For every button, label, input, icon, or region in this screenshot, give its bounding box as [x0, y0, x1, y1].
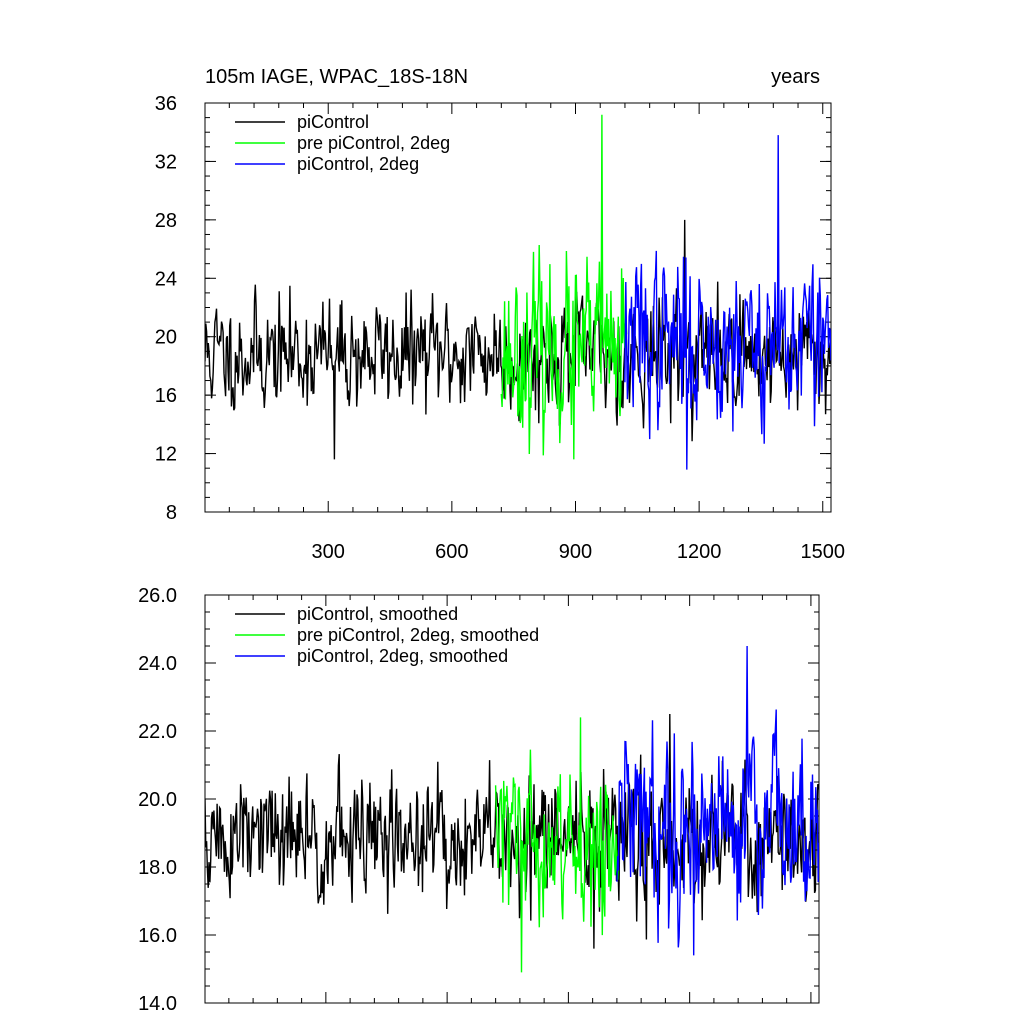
- series-line-0: [205, 713, 819, 949]
- panel-bottom: 14.0 16.0 18.0 20.0 22.0 24.0 26.0 piControl, s…: [138, 585, 820, 1015]
- y-tick-label: 18.0: [138, 857, 177, 879]
- legend-label: pre piControl, 2deg: [297, 133, 450, 153]
- y-tick-label: 22.0: [138, 721, 177, 743]
- x-tick-label: 1500: [801, 541, 846, 563]
- chart-title: 105m IAGE, WPAC_18S-18N: [205, 66, 468, 88]
- legend-label: piControl: [297, 112, 369, 132]
- y-tick-label: 14.0: [138, 993, 177, 1015]
- units-label: years: [771, 66, 820, 88]
- series-line-2: [616, 645, 819, 956]
- y-tick-label: 26.0: [138, 585, 177, 607]
- y-tick-label: 8: [166, 502, 177, 524]
- panel-top: 8 12 16 20 24 28 32 36 300 600 900 1200 1500 piContro…: [155, 66, 845, 563]
- y-tick-label: 32: [155, 151, 177, 173]
- x-tick-label: 300: [312, 541, 345, 563]
- legend-label: piControl, smoothed: [297, 604, 458, 624]
- legend-label: pre piControl, 2deg, smoothed: [297, 625, 539, 645]
- y-tick-label: 20.0: [138, 789, 177, 811]
- series-line-1: [494, 717, 620, 973]
- series-line-2: [624, 135, 831, 470]
- series-line-1: [500, 114, 628, 460]
- y-tick-label: 24.0: [138, 653, 177, 675]
- y-tick-label: 28: [155, 210, 177, 232]
- legend-label: piControl, 2deg: [297, 154, 419, 174]
- y-tick-label: 36: [155, 93, 177, 115]
- y-tick-label: 24: [155, 268, 177, 290]
- y-tick-label: 20: [155, 327, 177, 349]
- y-tick-label: 16.0: [138, 925, 177, 947]
- x-tick-label: 600: [435, 541, 468, 563]
- x-tick-label: 900: [559, 541, 592, 563]
- y-tick-label: 12: [155, 444, 177, 466]
- y-tick-label: 16: [155, 385, 177, 407]
- x-tick-label: 1200: [677, 541, 722, 563]
- legend-label: piControl, 2deg, smoothed: [297, 646, 508, 666]
